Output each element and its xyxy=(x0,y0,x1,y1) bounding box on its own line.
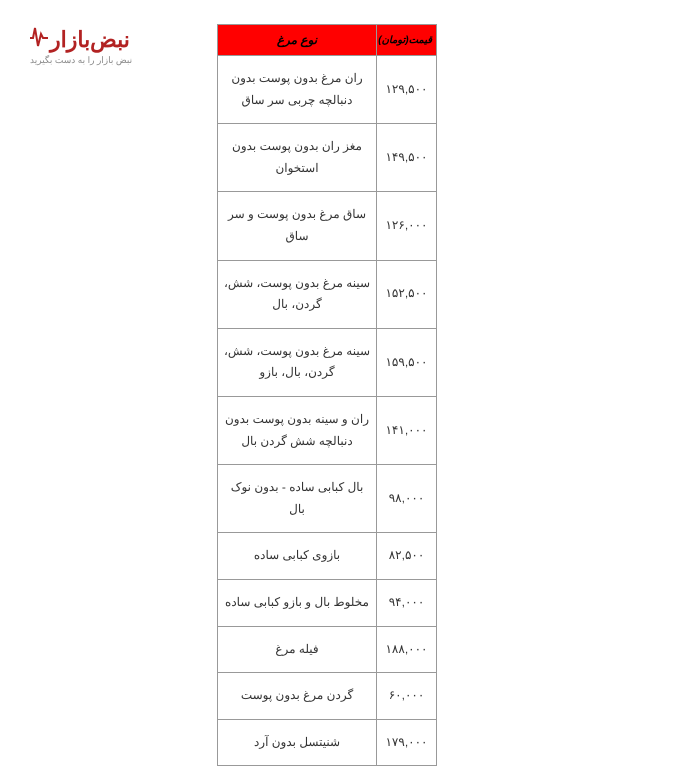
cell-price: ۱۸۸,۰۰۰ xyxy=(377,626,437,673)
header-name: نوع مرغ xyxy=(218,25,377,56)
cell-name: ساق مرغ بدون پوست و سر ساق xyxy=(218,192,377,260)
cell-name: ران و سینه بدون پوست بدون دنبالچه شش گرد… xyxy=(218,396,377,464)
cell-price: ۹۴,۰۰۰ xyxy=(377,579,437,626)
cell-price: ۹۸,۰۰۰ xyxy=(377,465,437,533)
pulse-icon xyxy=(30,22,48,53)
chicken-price-table: قیمت(تومان) نوع مرغ ۱۲۹,۵۰۰ ران مرغ بدون… xyxy=(217,24,437,766)
cell-name: بازوی کبابی ساده xyxy=(218,533,377,580)
cell-price: ۱۴۱,۰۰۰ xyxy=(377,396,437,464)
table-row: ۱۴۱,۰۰۰ ران و سینه بدون پوست بدون دنبالچ… xyxy=(218,396,437,464)
cell-name: مغز ران بدون پوست بدون استخوان xyxy=(218,124,377,192)
cell-price: ۱۴۹,۵۰۰ xyxy=(377,124,437,192)
logo-mark: نبض‌بازار xyxy=(30,22,132,53)
table-header-row: قیمت(تومان) نوع مرغ xyxy=(218,25,437,56)
cell-name: سینه مرغ بدون پوست، شش، گردن، بال، بازو xyxy=(218,328,377,396)
cell-name: فیله مرغ xyxy=(218,626,377,673)
table-row: ۹۴,۰۰۰ مخلوط بال و بازو کبابی ساده xyxy=(218,579,437,626)
table-row: ۱۴۹,۵۰۰ مغز ران بدون پوست بدون استخوان xyxy=(218,124,437,192)
cell-price: ۱۲۶,۰۰۰ xyxy=(377,192,437,260)
cell-price: ۶۰,۰۰۰ xyxy=(377,673,437,720)
table-row: ۱۲۶,۰۰۰ ساق مرغ بدون پوست و سر ساق xyxy=(218,192,437,260)
cell-price: ۱۷۹,۰۰۰ xyxy=(377,719,437,766)
table-row: ۱۵۲,۵۰۰ سینه مرغ بدون پوست، شش، گردن، با… xyxy=(218,260,437,328)
logo-tagline: نبض بازار را به دست بگیرید xyxy=(30,55,132,66)
logo-brand-text: نبض‌بازار xyxy=(50,27,130,53)
cell-name: مخلوط بال و بازو کبابی ساده xyxy=(218,579,377,626)
table-body: ۱۲۹,۵۰۰ ران مرغ بدون پوست بدون دنبالچه چ… xyxy=(218,56,437,766)
cell-price: ۸۲,۵۰۰ xyxy=(377,533,437,580)
site-logo: نبض‌بازار نبض بازار را به دست بگیرید xyxy=(30,22,132,66)
cell-price: ۱۵۲,۵۰۰ xyxy=(377,260,437,328)
table-row: ۸۲,۵۰۰ بازوی کبابی ساده xyxy=(218,533,437,580)
cell-name: بال کبابی ساده - بدون نوک بال xyxy=(218,465,377,533)
cell-price: ۱۲۹,۵۰۰ xyxy=(377,56,437,124)
table-row: ۱۷۹,۰۰۰ شنیتسل بدون آرد xyxy=(218,719,437,766)
header-price: قیمت(تومان) xyxy=(377,25,437,56)
cell-price: ۱۵۹,۵۰۰ xyxy=(377,328,437,396)
price-table-container: قیمت(تومان) نوع مرغ ۱۲۹,۵۰۰ ران مرغ بدون… xyxy=(218,24,437,766)
table-row: ۱۲۹,۵۰۰ ران مرغ بدون پوست بدون دنبالچه چ… xyxy=(218,56,437,124)
cell-name: سینه مرغ بدون پوست، شش، گردن، بال xyxy=(218,260,377,328)
table-row: ۱۵۹,۵۰۰ سینه مرغ بدون پوست، شش، گردن، با… xyxy=(218,328,437,396)
table-row: ۱۸۸,۰۰۰ فیله مرغ xyxy=(218,626,437,673)
table-row: ۶۰,۰۰۰ گردن مرغ بدون پوست xyxy=(218,673,437,720)
cell-name: شنیتسل بدون آرد xyxy=(218,719,377,766)
cell-name: ران مرغ بدون پوست بدون دنبالچه چربی سر س… xyxy=(218,56,377,124)
cell-name: گردن مرغ بدون پوست xyxy=(218,673,377,720)
table-row: ۹۸,۰۰۰ بال کبابی ساده - بدون نوک بال xyxy=(218,465,437,533)
